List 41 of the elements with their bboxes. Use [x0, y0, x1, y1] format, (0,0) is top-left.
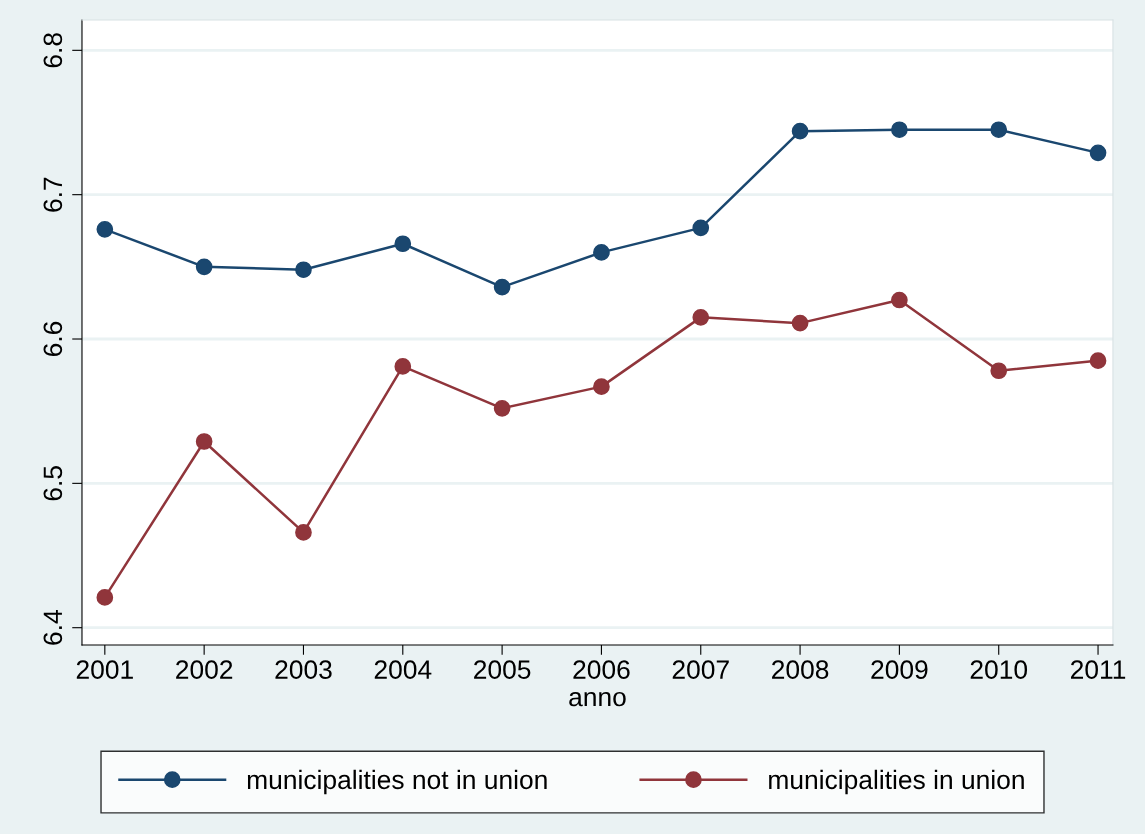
x-tick-label: 2008	[772, 660, 829, 679]
y-tick-label: 6.7	[43, 177, 63, 212]
y-tick-label: 6.6	[43, 321, 63, 357]
point	[990, 121, 1008, 139]
point	[394, 358, 412, 375]
x-tick-label: 2006	[573, 660, 630, 679]
point	[593, 378, 610, 395]
point	[295, 524, 312, 541]
x-tick-label: 2009	[871, 660, 928, 679]
point	[891, 121, 908, 139]
y-tick-label: 6.4	[43, 610, 63, 645]
point	[195, 258, 213, 276]
y-tick-label: 6.5	[43, 466, 63, 501]
x-tick-label: 2003	[275, 660, 332, 679]
legend-label: municipalities not in union	[247, 769, 547, 795]
point	[791, 314, 809, 332]
point	[692, 219, 710, 237]
point	[990, 362, 1008, 380]
legend-label: municipalities in union	[769, 769, 1024, 795]
point	[791, 122, 809, 140]
x-tick-label: 2011	[1070, 660, 1126, 679]
x-axis-title: anno	[569, 691, 626, 707]
point	[493, 399, 511, 417]
point	[493, 278, 511, 296]
point	[891, 291, 908, 309]
x-tick-label: 2002	[176, 660, 233, 679]
y-tick-label: 6.8	[43, 33, 63, 68]
point	[1089, 352, 1107, 369]
point	[1089, 144, 1107, 162]
x-tick-label: 2010	[970, 660, 1028, 679]
point	[96, 589, 114, 606]
point	[692, 309, 710, 326]
point	[394, 235, 412, 253]
point	[295, 261, 312, 279]
point	[96, 220, 114, 238]
point	[593, 244, 610, 261]
point	[195, 433, 213, 450]
x-tick-label: 2005	[474, 660, 531, 679]
x-tick-label: 2004	[374, 660, 432, 679]
x-tick-label: 2007	[672, 660, 729, 679]
x-tick-label: 2001	[76, 660, 133, 679]
